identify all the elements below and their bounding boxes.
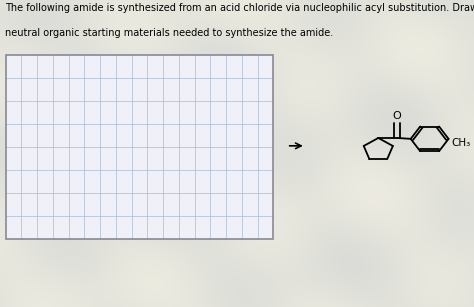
- Text: neutral organic starting materials needed to synthesize the amide.: neutral organic starting materials neede…: [5, 28, 333, 38]
- Bar: [6, 55, 273, 239]
- Text: The following amide is synthesized from an acid chloride via nucleophilic acyl s: The following amide is synthesized from …: [5, 3, 474, 13]
- Bar: [6, 55, 273, 239]
- Text: O: O: [393, 111, 401, 121]
- Text: CH₃: CH₃: [451, 138, 470, 149]
